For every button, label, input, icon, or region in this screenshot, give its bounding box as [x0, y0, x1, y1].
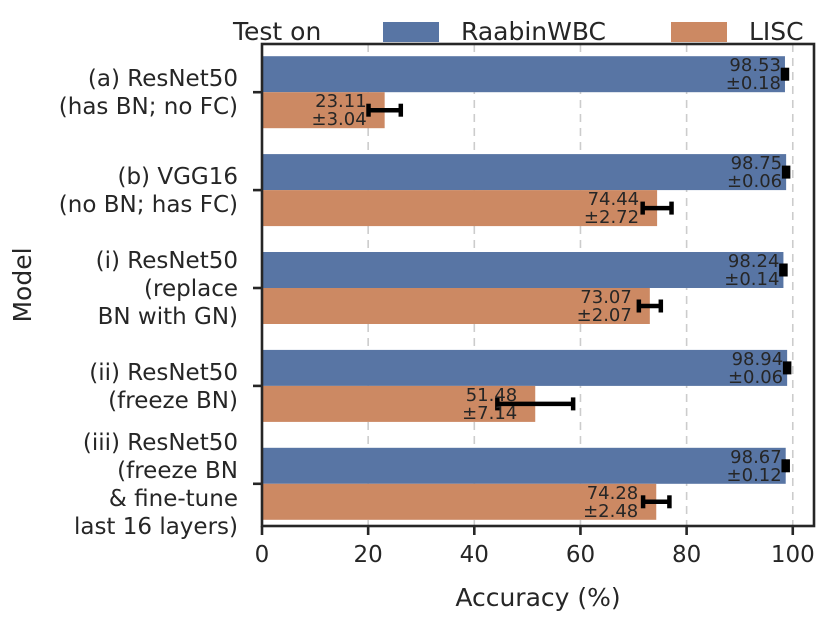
- category-label-3-line-0: (ii) ResNet50: [89, 360, 238, 386]
- value-label-raabinwbc-2: 98.24: [728, 251, 780, 272]
- legend-label-lisc: LISC: [749, 17, 804, 46]
- x-axis: 0 20 40 60 80 100: [255, 526, 815, 568]
- error-label-lisc-3: ±7.14: [462, 403, 517, 424]
- category-label-0-line-1: (has BN; no FC): [59, 94, 238, 120]
- x-tick-label-20: 20: [354, 542, 383, 568]
- legend-swatch-raabinwbc: [383, 22, 439, 42]
- legend: Test on RaabinWBC LISC: [232, 17, 804, 46]
- value-label-lisc-4: 74.28: [587, 483, 639, 504]
- bar-raabinwbc-2: [262, 252, 784, 288]
- value-label-lisc-0: 23.11: [315, 91, 367, 112]
- error-label-lisc-2: ±2.07: [577, 305, 632, 326]
- bar-lisc-3: [262, 385, 536, 422]
- error-bars: [366, 67, 792, 509]
- category-label-2-line-2: BN with GN): [98, 304, 238, 330]
- bar-raabinwbc-0: [262, 56, 785, 93]
- plot-frame: [260, 42, 816, 528]
- y-axis-title: Model: [8, 247, 37, 322]
- value-label-raabinwbc-1: 98.75: [731, 153, 783, 174]
- error-label-raabinwbc-2: ±0.14: [724, 269, 779, 290]
- category-label-1-line-0: (b) VGG16: [117, 164, 238, 190]
- category-label-2-line-1: (replace: [144, 276, 238, 302]
- category-label-4-line-0: (iii) ResNet50: [83, 430, 238, 456]
- bar-raabinwbc-3: [262, 349, 788, 386]
- legend-title: Test on: [232, 17, 321, 46]
- value-label-raabinwbc-3: 98.94: [732, 349, 784, 370]
- value-label-raabinwbc-4: 98.67: [730, 447, 782, 468]
- value-label-raabinwbc-0: 98.53: [729, 55, 781, 76]
- bars: [262, 56, 788, 520]
- category-label-4-line-1: (freeze BN: [117, 458, 238, 484]
- error-label-lisc-1: ±2.72: [584, 207, 639, 228]
- x-axis-title: Accuracy (%): [455, 583, 620, 612]
- legend-label-raabinwbc: RaabinWBC: [461, 17, 606, 46]
- data-labels: 98.53±0.1898.75±0.0698.24±0.1498.94±0.06…: [311, 55, 783, 522]
- x-tick-label-40: 40: [460, 542, 489, 568]
- x-tick-label-0: 0: [255, 542, 270, 568]
- bar-raabinwbc-4: [262, 447, 786, 484]
- error-label-raabinwbc-0: ±0.18: [726, 73, 781, 94]
- category-label-0-line-0: (a) ResNet50: [88, 66, 238, 92]
- error-label-lisc-0: ±3.04: [311, 109, 366, 130]
- bar-lisc-4: [262, 483, 657, 520]
- bar-raabinwbc-1: [262, 154, 787, 191]
- category-label-1-line-1: (no BN; has FC): [59, 192, 238, 218]
- x-tick-label-80: 80: [672, 542, 701, 568]
- bar-lisc-1: [262, 190, 658, 227]
- error-label-lisc-4: ±2.48: [583, 501, 638, 522]
- x-tick-label-100: 100: [771, 542, 815, 568]
- error-label-raabinwbc-3: ±0.06: [728, 367, 783, 388]
- x-tick-label-60: 60: [566, 542, 595, 568]
- error-label-raabinwbc-1: ±0.06: [727, 171, 782, 192]
- legend-swatch-lisc: [671, 22, 727, 42]
- category-label-4-line-3: last 16 layers): [74, 514, 238, 540]
- value-label-lisc-3: 51.48: [466, 385, 518, 406]
- bar-lisc-0: [262, 92, 385, 129]
- bar-lisc-2: [262, 288, 650, 324]
- category-label-4-line-2: & fine-tune: [109, 486, 238, 512]
- value-label-lisc-2: 73.07: [580, 287, 632, 308]
- category-label-3-line-1: (freeze BN): [108, 388, 238, 414]
- category-label-2-line-0: (i) ResNet50: [96, 248, 238, 274]
- error-label-raabinwbc-4: ±0.12: [727, 465, 782, 486]
- value-label-lisc-1: 74.44: [588, 189, 640, 210]
- y-axis: (a) ResNet50(has BN; no FC) (b) VGG16(no …: [59, 66, 262, 540]
